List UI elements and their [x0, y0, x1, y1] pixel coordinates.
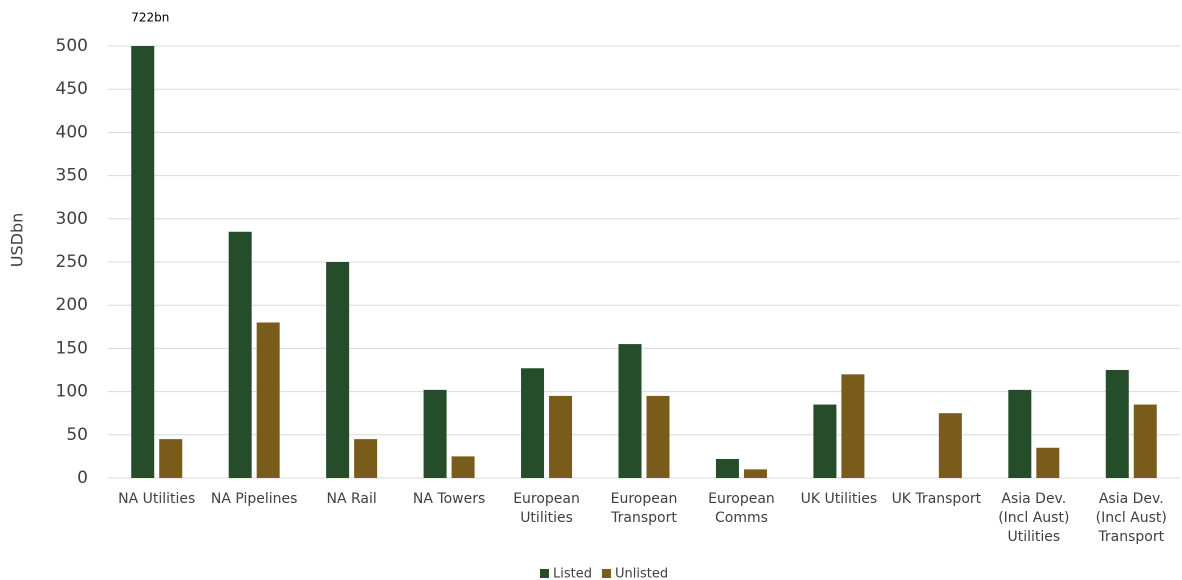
bar [256, 322, 280, 478]
y-tick-label: 100 [56, 382, 88, 402]
x-tick-label: European Utilities [513, 491, 580, 526]
bar [715, 458, 739, 478]
y-axis-label: USDbn [8, 213, 27, 267]
bar [1133, 404, 1157, 478]
y-tick-label: 250 [56, 252, 88, 272]
legend-label: Unlisted [615, 567, 668, 580]
bar [813, 404, 837, 478]
y-tick-label: 500 [56, 36, 88, 56]
y-tick-label: 450 [56, 79, 88, 99]
data-label: 722bn [131, 11, 169, 25]
y-tick-label: 150 [56, 338, 88, 358]
y-tick-label: 300 [56, 209, 88, 229]
bar [159, 439, 183, 478]
bar [618, 344, 642, 478]
bar [1036, 447, 1060, 478]
x-tick-label: UK Transport [891, 491, 982, 507]
bar [743, 469, 767, 478]
y-tick-label: 200 [56, 295, 88, 315]
bar [646, 395, 670, 478]
x-tick-label: European Comms [708, 491, 775, 526]
x-tick-label: NA Utilities [118, 491, 196, 507]
x-tick-label: Asia Dev. (Incl Aust) Transport [1095, 491, 1167, 545]
y-tick-label: 50 [66, 425, 88, 445]
y-tick-label: 0 [77, 468, 88, 488]
bar [451, 456, 475, 478]
legend-label: Listed [553, 567, 592, 580]
bar [1008, 389, 1032, 478]
bar [938, 413, 962, 478]
bar [423, 389, 447, 478]
bar [549, 395, 573, 478]
x-tick-label: Asia Dev. (Incl Aust) Utilities [998, 491, 1070, 545]
bar [326, 262, 350, 478]
plot-area [131, 46, 1157, 478]
x-tick-label: European Transport [610, 491, 678, 526]
x-tick-label: NA Rail [326, 491, 377, 507]
bar [354, 439, 378, 478]
x-tick-label: NA Towers [412, 491, 486, 507]
y-tick-label: 400 [56, 122, 88, 142]
legend-swatch [540, 569, 549, 578]
bar [841, 374, 865, 478]
x-tick-label: NA Pipelines [210, 491, 298, 507]
bar [1105, 370, 1129, 478]
bar [228, 231, 252, 478]
bar [131, 46, 155, 478]
legend-swatch [601, 569, 611, 578]
x-tick-label: UK Utilities [800, 491, 878, 507]
y-tick-label: 350 [56, 166, 88, 186]
bar [521, 368, 545, 478]
